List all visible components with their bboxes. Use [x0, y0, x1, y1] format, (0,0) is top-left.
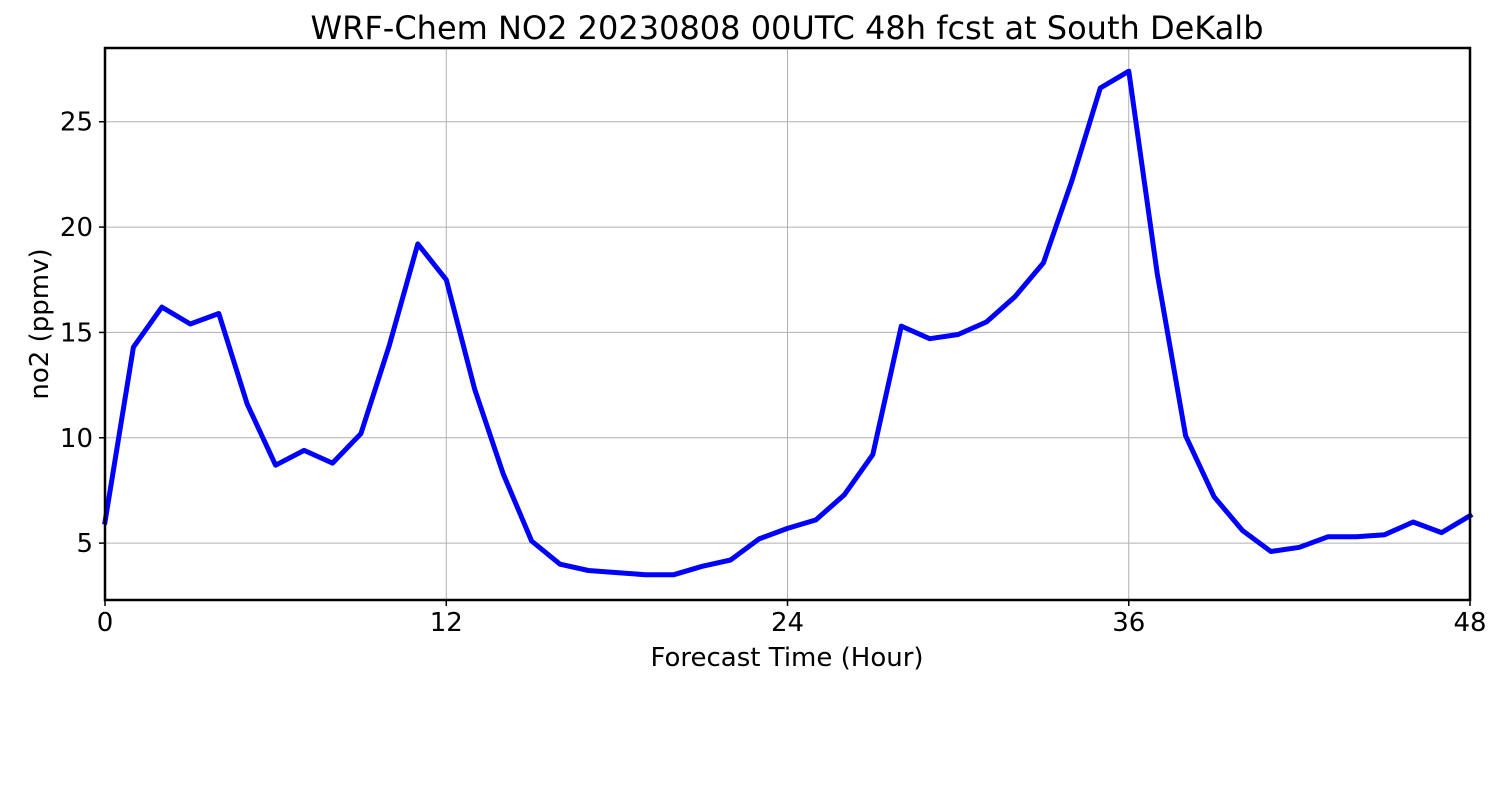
- x-tick-label: 24: [771, 608, 804, 638]
- y-tick-label: 15: [60, 318, 93, 348]
- y-tick-label: 10: [60, 424, 93, 454]
- y-axis-label: no2 (ppmv): [25, 248, 55, 399]
- series-line: [102, 68, 1474, 578]
- y-tick-label: 20: [60, 213, 93, 243]
- x-tick-label: 36: [1112, 608, 1145, 638]
- y-tick-label: 25: [60, 108, 93, 138]
- y-tick-label: 5: [76, 529, 93, 559]
- x-axis-label: Forecast Time (Hour): [650, 643, 923, 673]
- chart-title: WRF-Chem NO2 20230808 00UTC 48h fcst at …: [311, 9, 1264, 47]
- x-tick-label: 48: [1453, 608, 1486, 638]
- grid: [104, 48, 1471, 600]
- ticks: 0 12 24 36 48 5 10 15 20 25: [60, 108, 1487, 638]
- x-tick-label: 12: [430, 608, 463, 638]
- series-layer: [102, 68, 1474, 578]
- x-tick-label: 0: [97, 608, 114, 638]
